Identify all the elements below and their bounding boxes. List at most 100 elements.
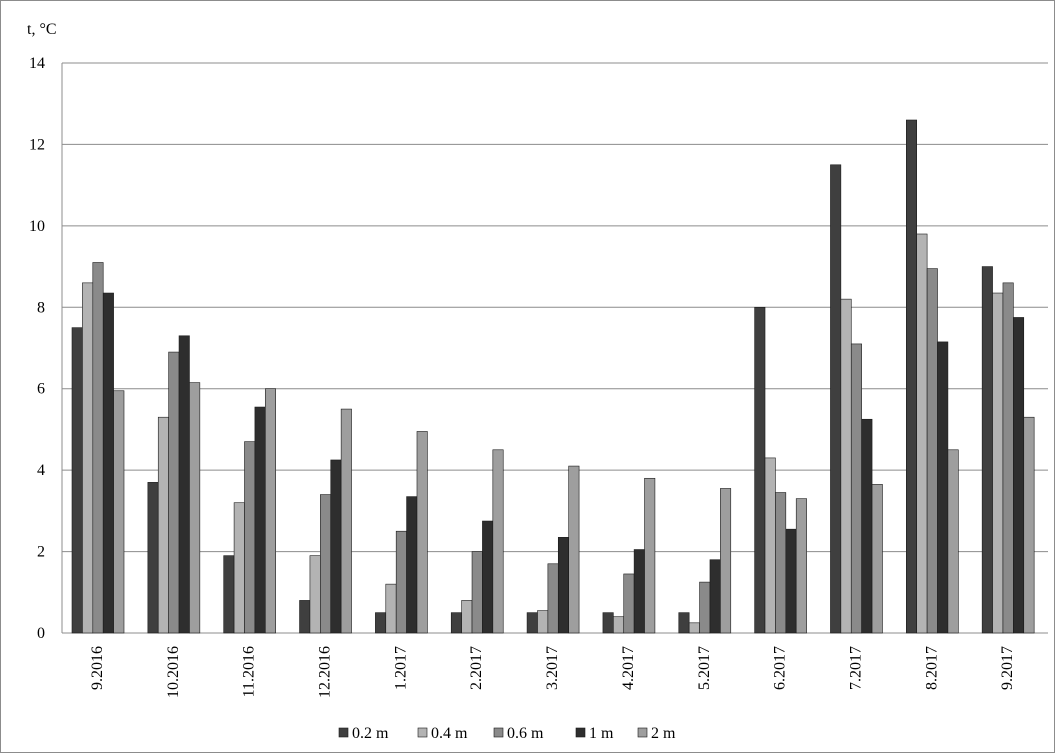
bars [71,119,1035,634]
x-tick-label: 9.2017 [999,646,1016,690]
bar-0-2-m-4-2017 [602,612,614,634]
x-tick-label: 7.2017 [847,646,864,690]
y-tick-label: 4 [37,462,45,479]
bar-2-m-12-2016 [340,408,352,634]
bar-0-4-m-9-2016 [82,282,94,634]
legend-swatch [338,727,349,738]
bar-1-m-10-2016 [178,335,190,634]
legend-swatch [417,727,428,738]
bar-0-2-m-9-2016 [71,327,83,634]
bar-0-2-m-12-2016 [299,600,311,634]
x-tick-label: 5.2017 [696,646,713,690]
bar-2-m-11-2016 [264,388,276,634]
y-axis-label: t, °C [27,21,57,38]
gridlines [61,62,1048,634]
bar-1-m-1-2017 [406,496,418,634]
legend-label: 1 m [589,725,614,742]
legend-label: 0.4 m [431,725,468,742]
bar-0-2-m-6-2017 [754,306,766,634]
legend: 0.2 m 0.4 m 0.6 m 1 m 2 m [338,725,676,742]
y-tick-label: 10 [29,218,45,235]
bar-2-m-9-2017 [1023,416,1035,634]
bar-0-2-m-8-2017 [906,119,918,634]
bar-1-m-7-2017 [861,418,873,634]
y-tick-label: 2 [37,544,45,561]
legend-label: 0.6 m [507,725,544,742]
bar-0-6-m-2-2017 [471,551,483,634]
bar-0-2-m-9-2017 [981,266,993,634]
bar-0-2-m-2-2017 [450,612,462,634]
bar-0-6-m-6-2017 [775,492,787,634]
bar-0-6-m-1-2017 [395,530,407,634]
legend-swatch [575,727,586,738]
bar-1-m-4-2017 [633,549,645,634]
bar-2-m-8-2017 [947,449,959,634]
bar-0-6-m-3-2017 [547,563,559,634]
bar-0-6-m-10-2016 [168,351,180,634]
y-tick-label: 0 [37,625,45,642]
bar-0-2-m-5-2017 [678,612,690,634]
x-axis-ticks: 9.2016 10.2016 11.2016 12.2016 1.2017 2.2017 3… [89,646,1016,698]
y-axis-ticks: 0 2 4 6 8 10 12 14 [29,55,45,642]
x-tick-label: 3.2017 [544,646,561,690]
y-tick-label: 12 [29,136,45,153]
bar-0-4-m-4-2017 [613,616,625,634]
bar-0-4-m-6-2017 [764,457,776,634]
bar-0-4-m-2-2017 [461,600,473,634]
legend-swatch [493,727,504,738]
x-tick-label: 6.2017 [772,646,789,690]
bar-0-6-m-11-2016 [244,441,256,634]
x-tick-label: 1.2017 [392,646,409,690]
bar-0-6-m-9-2016 [92,262,104,634]
bar-2-m-7-2017 [871,484,883,634]
bar-1-m-11-2016 [254,406,266,634]
x-tick-label: 2.2017 [468,646,485,690]
bar-2-m-6-2017 [795,498,807,634]
bar-0-4-m-7-2017 [840,298,852,634]
bar-1-m-2-2017 [482,520,494,634]
bar-2-m-1-2017 [416,431,428,634]
bar-0-6-m-9-2017 [1002,282,1014,634]
bar-1-m-12-2016 [330,459,342,634]
bar-0-6-m-12-2016 [320,494,332,634]
bar-2-m-3-2017 [568,465,580,634]
x-tick-label: 12.2016 [317,646,334,698]
bar-2-m-9-2016 [113,390,125,634]
bar-0-6-m-5-2017 [699,581,711,634]
bar-0-4-m-10-2016 [157,416,169,634]
bar-0-4-m-9-2017 [992,292,1004,634]
bar-0-2-m-7-2017 [830,164,842,634]
bar-1-m-6-2017 [785,528,797,634]
x-tick-label: 4.2017 [620,646,637,690]
bar-1-m-3-2017 [557,537,569,634]
bar-0-2-m-10-2016 [147,482,159,634]
x-tick-label: 8.2017 [923,646,940,690]
bar-0-6-m-7-2017 [850,343,862,634]
bar-1-m-9-2017 [1013,317,1025,634]
bar-1-m-9-2016 [102,292,114,634]
y-tick-label: 6 [37,381,45,398]
bar-1-m-5-2017 [709,559,721,634]
bar-0-6-m-8-2017 [926,268,938,634]
legend-label: 2 m [651,725,676,742]
bar-0-4-m-1-2017 [385,583,397,634]
x-tick-label: 11.2016 [241,646,258,697]
y-tick-label: 14 [29,55,45,72]
bar-2-m-4-2017 [644,477,656,634]
bar-0-4-m-8-2017 [916,233,928,634]
bar-0-2-m-11-2016 [223,555,235,634]
legend-label: 0.2 m [352,725,389,742]
x-tick-label: 9.2016 [89,646,106,690]
bar-1-m-8-2017 [937,341,949,634]
bar-0-4-m-5-2017 [688,622,700,634]
bar-2-m-10-2016 [189,382,201,634]
bar-2-m-2-2017 [492,449,504,634]
bar-2-m-5-2017 [720,488,732,634]
y-tick-label: 8 [37,299,45,316]
bar-0-4-m-12-2016 [309,555,321,634]
x-tick-label: 10.2016 [165,646,182,698]
bar-0-4-m-3-2017 [537,610,549,634]
bar-0-2-m-3-2017 [526,612,538,634]
bar-0-6-m-4-2017 [623,573,635,634]
